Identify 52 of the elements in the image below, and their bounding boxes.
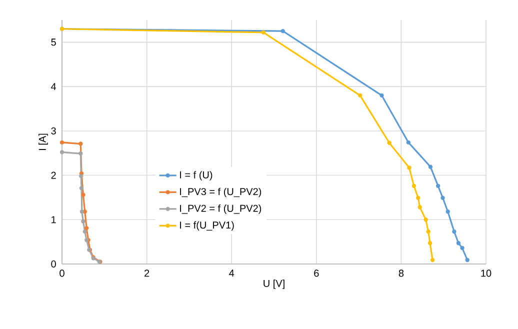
point xyxy=(465,258,470,262)
point xyxy=(84,226,89,230)
point xyxy=(82,230,87,234)
x-tick-label: 2 xyxy=(144,270,150,277)
point xyxy=(280,28,286,34)
point xyxy=(460,246,464,250)
point xyxy=(440,196,445,200)
point xyxy=(436,184,440,188)
point xyxy=(358,93,362,98)
point xyxy=(261,30,266,35)
point xyxy=(60,140,64,145)
y-tick-label: 1 xyxy=(52,216,56,224)
y-tick-label: 4 xyxy=(51,83,56,90)
x-axis-title: U [V] xyxy=(264,280,284,289)
x-tick-label: 0 xyxy=(60,270,64,277)
point xyxy=(60,150,64,154)
point xyxy=(387,140,392,145)
legend-label: I_PV2 = f (U_PV2) xyxy=(180,204,262,214)
point xyxy=(407,166,412,170)
x-tick-label: 8 xyxy=(398,270,404,277)
point xyxy=(80,210,84,214)
y-tick-label: 2 xyxy=(51,172,56,179)
y-tick-label: 5 xyxy=(51,38,56,46)
y-axis-title: I [A] xyxy=(38,134,48,150)
point xyxy=(78,174,84,178)
point xyxy=(428,164,433,169)
point xyxy=(78,151,83,156)
point xyxy=(428,241,432,246)
point xyxy=(81,219,86,224)
point xyxy=(79,186,84,190)
point xyxy=(426,230,430,234)
legend-label: I = f(U_PV1) xyxy=(180,221,234,231)
point xyxy=(418,205,422,210)
point xyxy=(456,241,461,246)
point xyxy=(446,210,450,214)
x-tick-label: 10 xyxy=(481,270,492,277)
point xyxy=(424,218,428,222)
point xyxy=(416,196,420,200)
point xyxy=(380,93,384,98)
x-tick-label: 6 xyxy=(314,270,319,277)
x-tick-label: 4 xyxy=(229,270,234,277)
point xyxy=(412,184,416,188)
point xyxy=(430,258,435,262)
point xyxy=(452,230,456,234)
point xyxy=(78,142,83,146)
legend-label: I_PV3 = f (U_PV2) xyxy=(180,188,262,198)
point xyxy=(406,140,411,145)
y-tick-label: 3 xyxy=(51,127,56,134)
legend-label: I = f (U) xyxy=(180,171,212,180)
point xyxy=(81,192,86,197)
point xyxy=(82,210,87,214)
y-tick-label: 0 xyxy=(51,260,56,268)
